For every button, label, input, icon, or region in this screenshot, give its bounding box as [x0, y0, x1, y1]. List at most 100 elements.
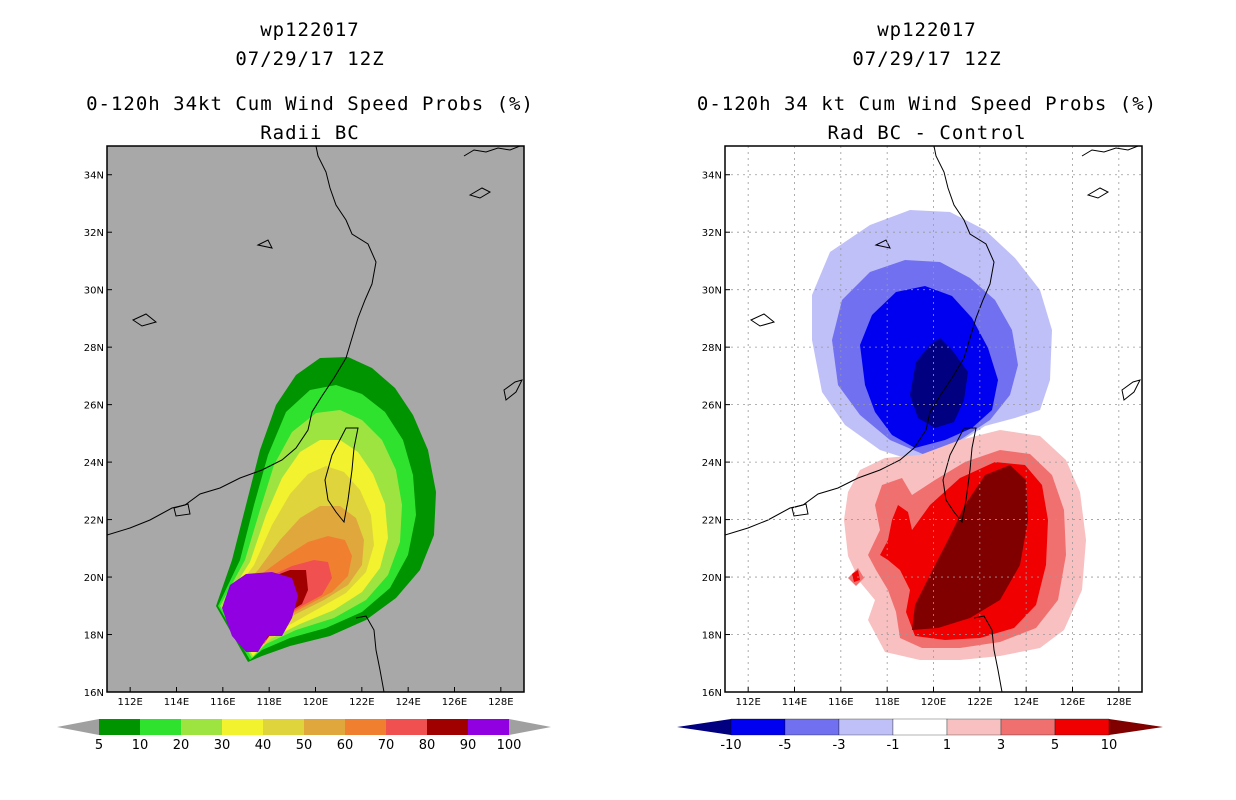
colorbar-swatch: [222, 719, 263, 735]
right-title-datetime: 07/29/17 12Z: [852, 48, 1002, 70]
right-colorbar: -10 -5 -3 -1 1 3 5 10: [677, 718, 1163, 753]
colorbar-swatch: [181, 719, 222, 735]
lat-tick-label: 20N: [84, 573, 104, 584]
colorbar-low-arrow: [677, 719, 731, 735]
lat-tick-label: 16N: [84, 688, 104, 699]
colorbar-swatch: [730, 718, 786, 736]
left-title-variant: Radii BC: [260, 122, 360, 144]
lat-tick-label: 22N: [702, 516, 722, 527]
right-title-product: 0-120h 34 kt Cum Wind Speed Probs (%): [696, 93, 1158, 115]
right-map-panel: 112E 114E 116E 118E 120E 122E 124E 126E 128E 34N 3…: [702, 145, 1143, 708]
lat-tick-label: 34N: [702, 171, 722, 182]
colorbar-swatch: [427, 719, 468, 735]
hainan-coastline: [791, 503, 809, 517]
island-outline: [874, 239, 891, 249]
right-title-variant: Rad BC - Control: [827, 122, 1027, 144]
taiwan-coastline: [942, 427, 977, 524]
colorbar-label: 60: [337, 738, 354, 753]
colorbar-swatch: [468, 719, 509, 735]
colorbar-label: 50: [296, 738, 313, 753]
luzon-coastline: [973, 615, 1003, 692]
lat-tick-label: 18N: [84, 631, 104, 642]
colorbar-swatch: [1000, 718, 1056, 736]
colorbar-swatch: [946, 718, 1002, 736]
lon-tick-label: 118E: [256, 697, 281, 708]
island-outline: [256, 239, 273, 249]
colorbar-label: 10: [132, 738, 149, 753]
lon-tick-label: 112E: [117, 697, 142, 708]
island-outline: [131, 313, 158, 327]
lat-tick-label: 18N: [702, 631, 722, 642]
colorbar-label: 20: [173, 738, 190, 753]
china-coastline: [107, 146, 377, 536]
lon-tick-label: 118E: [874, 697, 899, 708]
colorbar-swatch: [386, 719, 427, 735]
island-outline: [1121, 379, 1141, 401]
lat-tick-label: 20N: [702, 573, 722, 584]
lat-tick-label: 24N: [702, 458, 722, 469]
luzon-coastline: [355, 615, 385, 692]
left-map-axes: 112E 114E 116E 118E 120E 122E 124E 126E 128E 34N 3…: [84, 171, 514, 708]
right-panel-title: wp122017 07/29/17 12Z 0-120h 34 kt Cum W…: [617, 16, 1236, 148]
lon-tick-label: 128E: [1106, 697, 1131, 708]
colorbar-label: -1: [887, 738, 900, 753]
left-title-storm-id: wp122017: [260, 19, 360, 41]
lon-tick-label: 126E: [442, 697, 467, 708]
lon-tick-label: 120E: [303, 697, 328, 708]
colorbar-label: 70: [378, 738, 395, 753]
lon-tick-label: 122E: [349, 697, 374, 708]
colorbar-label: 5: [1051, 738, 1059, 753]
colorbar-swatch: [838, 718, 894, 736]
colorbar-label: -10: [720, 738, 741, 753]
lat-tick-label: 28N: [702, 343, 722, 354]
colorbar-label: 10: [1101, 738, 1118, 753]
lat-tick-label: 32N: [702, 228, 722, 239]
colorbar-swatch: [345, 719, 386, 735]
lat-tick-label: 24N: [84, 458, 104, 469]
lon-tick-label: 124E: [395, 697, 420, 708]
colorbar-swatch: [1054, 718, 1110, 736]
colorbar-swatch: [304, 719, 345, 735]
colorbar-label: 1: [943, 738, 951, 753]
colorbar-label: 30: [214, 738, 231, 753]
lon-tick-label: 112E: [735, 697, 760, 708]
colorbar-label: -5: [779, 738, 792, 753]
island-outline: [1081, 146, 1139, 157]
lon-tick-label: 124E: [1013, 697, 1038, 708]
colorbar-label: 5: [95, 738, 103, 753]
island-outline: [468, 187, 492, 199]
left-title-product: 0-120h 34kt Cum Wind Speed Probs (%): [86, 93, 534, 115]
colorbar-label: 90: [460, 738, 477, 753]
left-title-datetime: 07/29/17 12Z: [235, 48, 385, 70]
contour-pos-5-speck: [852, 570, 860, 582]
contour-neg-10: [910, 338, 968, 428]
left-coastlines: [107, 146, 523, 692]
colorbar-swatch: [99, 719, 140, 735]
lon-tick-label: 114E: [164, 697, 189, 708]
lat-tick-label: 16N: [702, 688, 722, 699]
lon-tick-label: 122E: [967, 697, 992, 708]
china-coastline: [725, 146, 995, 536]
colorbar-swatch: [140, 719, 181, 735]
colorbar-label: 100: [497, 738, 522, 753]
taiwan-coastline: [324, 427, 359, 524]
colorbar-label: 3: [997, 738, 1005, 753]
colorbar-high-arrow: [1109, 719, 1163, 735]
left-probability-contours: [216, 357, 436, 662]
lon-tick-label: 116E: [828, 697, 853, 708]
lat-tick-label: 34N: [84, 171, 104, 182]
lat-tick-label: 22N: [84, 516, 104, 527]
island-outline: [1086, 187, 1110, 199]
colorbar-swatch: [892, 718, 948, 736]
island-outline: [503, 379, 523, 401]
lat-tick-label: 26N: [84, 401, 104, 412]
hainan-coastline: [173, 503, 191, 517]
colorbar-high-arrow: [509, 719, 551, 735]
colorbar-label: 80: [419, 738, 436, 753]
right-title-storm-id: wp122017: [877, 19, 977, 41]
colorbar-swatch: [784, 718, 840, 736]
lat-tick-label: 30N: [84, 286, 104, 297]
lon-tick-label: 120E: [921, 697, 946, 708]
colorbar-swatch: [263, 719, 304, 735]
